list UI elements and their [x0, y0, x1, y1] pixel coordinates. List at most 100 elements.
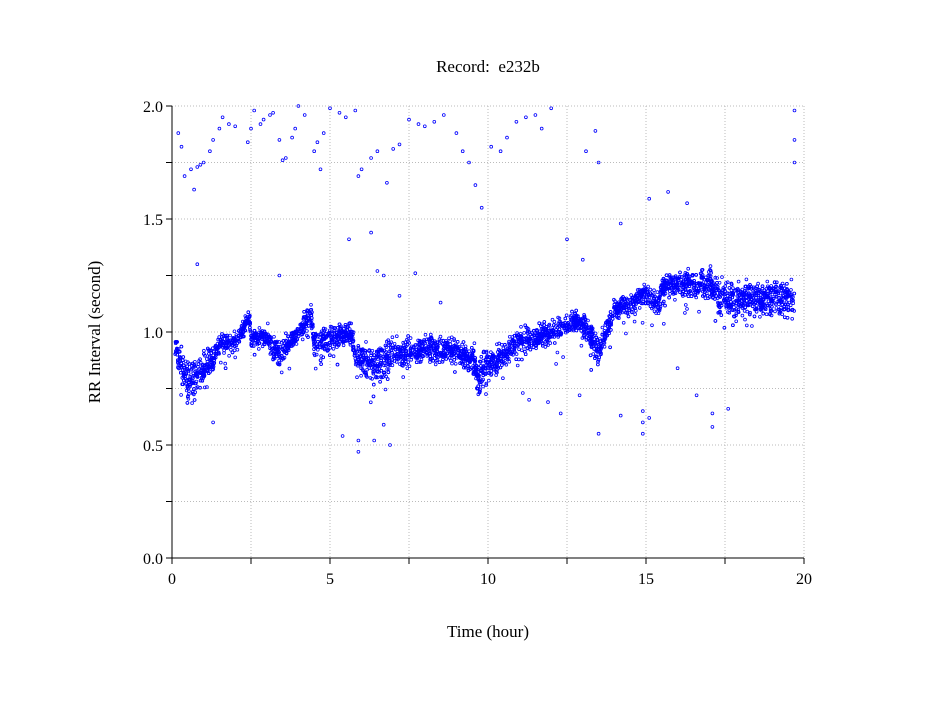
- data-point: [785, 281, 789, 286]
- data-point: [375, 149, 380, 154]
- data-point: [473, 183, 478, 187]
- data-point: [364, 372, 369, 377]
- data-point: [574, 328, 579, 333]
- data-point: [734, 307, 738, 311]
- data-point: [441, 357, 445, 362]
- data-point: [184, 359, 188, 364]
- data-point: [233, 344, 237, 349]
- data-point: [302, 309, 306, 314]
- data-point: [332, 329, 336, 333]
- data-point: [366, 362, 371, 367]
- data-point: [709, 278, 714, 283]
- data-point: [586, 330, 591, 335]
- data-point: [618, 303, 622, 308]
- data-point: [447, 336, 451, 341]
- data-point: [461, 340, 466, 344]
- data-point: [593, 129, 598, 133]
- data-point: [210, 367, 215, 372]
- data-point: [545, 339, 550, 343]
- data-point: [185, 364, 190, 369]
- data-point: [619, 299, 624, 304]
- data-point: [624, 331, 628, 336]
- data-point: [448, 339, 452, 344]
- data-point: [347, 338, 352, 342]
- data-point: [359, 373, 363, 378]
- data-point: [708, 268, 713, 273]
- data-point: [326, 331, 331, 336]
- data-point: [560, 321, 565, 326]
- data-point: [175, 340, 179, 344]
- data-point: [176, 131, 181, 135]
- data-point: [583, 317, 587, 322]
- data-point: [347, 237, 351, 242]
- data-point: [650, 323, 654, 328]
- data-point: [750, 292, 754, 296]
- data-point: [694, 393, 699, 398]
- data-point: [287, 341, 292, 346]
- data-point: [401, 354, 406, 358]
- data-point: [184, 388, 189, 393]
- data-point: [481, 373, 486, 378]
- data-point: [770, 304, 774, 309]
- data-point: [361, 368, 365, 373]
- data-point: [403, 340, 407, 345]
- data-point: [748, 310, 752, 315]
- data-point: [566, 325, 571, 330]
- data-point: [507, 343, 512, 347]
- data-point: [605, 333, 609, 338]
- data-point: [519, 335, 524, 339]
- data-point: [721, 286, 726, 290]
- data-point: [761, 311, 765, 316]
- data-point: [179, 144, 184, 149]
- data-point: [201, 160, 206, 165]
- data-point: [290, 337, 294, 341]
- data-point: [674, 282, 679, 287]
- data-point: [565, 237, 569, 242]
- data-point: [514, 120, 519, 124]
- data-point: [661, 299, 666, 304]
- data-point: [498, 365, 503, 370]
- data-point: [501, 354, 506, 359]
- data-point: [642, 282, 646, 287]
- data-point: [758, 314, 762, 319]
- data-point: [273, 347, 277, 351]
- data-point: [329, 335, 334, 339]
- data-point: [672, 288, 676, 293]
- data-point: [474, 368, 478, 373]
- data-point: [252, 352, 257, 357]
- data-point: [655, 302, 659, 307]
- data-point: [736, 307, 741, 312]
- data-point: [580, 257, 585, 262]
- data-point: [356, 345, 361, 350]
- data-point: [774, 284, 778, 289]
- data-point: [219, 360, 223, 365]
- data-point: [440, 342, 445, 346]
- data-point: [233, 124, 238, 129]
- data-point: [322, 347, 327, 352]
- data-point: [221, 339, 226, 344]
- data-point: [696, 281, 701, 285]
- data-point: [768, 311, 772, 316]
- data-point: [750, 324, 754, 328]
- data-point: [378, 379, 382, 384]
- data-point: [400, 356, 405, 360]
- data-point: [733, 288, 737, 293]
- data-point: [773, 290, 778, 295]
- data-point: [683, 311, 687, 315]
- data-point: [729, 300, 733, 304]
- data-point: [385, 377, 390, 381]
- data-point: [209, 357, 213, 362]
- data-point: [726, 406, 730, 411]
- data-point: [428, 351, 432, 356]
- data-point: [388, 443, 392, 447]
- data-point: [322, 328, 327, 333]
- data-point: [489, 144, 494, 149]
- data-point: [521, 344, 526, 349]
- data-point: [454, 131, 459, 135]
- data-point: [369, 351, 374, 356]
- data-point: [686, 266, 690, 271]
- data-point: [356, 174, 361, 178]
- data-point: [647, 416, 651, 420]
- data-point: [351, 338, 356, 343]
- data-point: [554, 332, 558, 337]
